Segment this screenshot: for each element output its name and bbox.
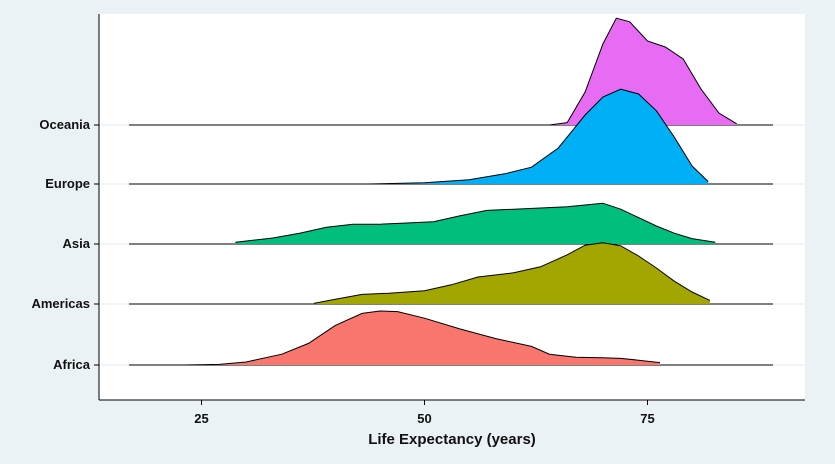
ridges (129, 17, 773, 366)
y-tick-label-europe: Europe (45, 176, 90, 191)
x-tick-label-75: 75 (640, 411, 654, 426)
y-tick-label-asia: Asia (63, 236, 91, 251)
x-tick-label-25: 25 (194, 411, 208, 426)
ridge-outline-europe (367, 88, 709, 185)
ridge-fill-europe (367, 89, 709, 184)
x-tick-label-50: 50 (417, 411, 431, 426)
y-tick-label-oceania: Oceania (39, 117, 90, 132)
x-axis: 25 50 75 (99, 399, 805, 426)
ridge-fill-asia (235, 203, 716, 244)
y-tick-label-africa: Africa (53, 357, 91, 372)
ridge-outline-oceania (549, 17, 737, 126)
ridge-fill-africa (183, 311, 660, 365)
y-axis: Africa Americas Asia Europe Oceania (31, 14, 100, 400)
x-axis-title: Life Expectancy (years) (368, 431, 536, 448)
ridge-outline-americas (313, 242, 711, 304)
ridge-outline-africa (183, 310, 661, 366)
y-tick-label-americas: Americas (31, 296, 90, 311)
ridge-outline-asia (235, 202, 716, 243)
ridge-fill-oceania (549, 18, 737, 126)
